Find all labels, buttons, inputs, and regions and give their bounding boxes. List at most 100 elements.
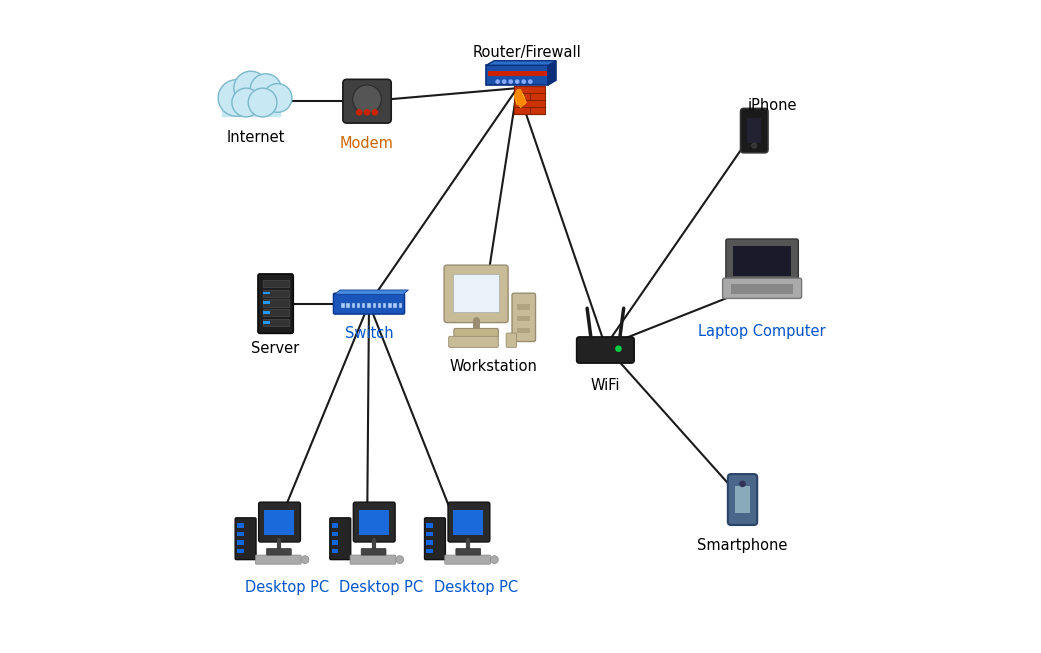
Circle shape xyxy=(490,556,499,564)
Circle shape xyxy=(509,80,512,84)
Circle shape xyxy=(357,110,362,115)
FancyBboxPatch shape xyxy=(266,549,291,555)
Text: Modem: Modem xyxy=(340,136,393,151)
FancyBboxPatch shape xyxy=(388,303,391,308)
Text: WiFi: WiFi xyxy=(590,378,620,392)
Text: Desktop PC: Desktop PC xyxy=(245,581,329,595)
Circle shape xyxy=(250,74,281,105)
FancyBboxPatch shape xyxy=(358,510,388,535)
FancyBboxPatch shape xyxy=(341,303,345,308)
FancyBboxPatch shape xyxy=(237,523,244,528)
FancyBboxPatch shape xyxy=(516,304,530,310)
Text: Switch: Switch xyxy=(345,326,393,340)
FancyBboxPatch shape xyxy=(350,555,396,564)
Circle shape xyxy=(503,80,506,84)
Text: Server: Server xyxy=(252,341,300,355)
Circle shape xyxy=(232,88,260,117)
FancyBboxPatch shape xyxy=(722,278,802,298)
Polygon shape xyxy=(335,290,408,295)
Circle shape xyxy=(396,556,404,564)
Circle shape xyxy=(752,143,757,148)
FancyBboxPatch shape xyxy=(347,303,350,308)
FancyBboxPatch shape xyxy=(262,279,288,287)
Polygon shape xyxy=(549,61,556,85)
FancyBboxPatch shape xyxy=(258,502,301,542)
FancyBboxPatch shape xyxy=(255,555,301,564)
FancyBboxPatch shape xyxy=(733,246,791,276)
FancyBboxPatch shape xyxy=(262,289,288,296)
Polygon shape xyxy=(514,89,527,108)
FancyBboxPatch shape xyxy=(237,540,244,545)
FancyBboxPatch shape xyxy=(353,502,396,542)
FancyBboxPatch shape xyxy=(263,510,294,535)
Circle shape xyxy=(515,80,518,84)
FancyBboxPatch shape xyxy=(237,549,244,553)
Text: Desktop PC: Desktop PC xyxy=(339,581,424,595)
FancyBboxPatch shape xyxy=(514,86,545,114)
Text: iPhone: iPhone xyxy=(747,99,797,113)
Circle shape xyxy=(373,110,378,115)
FancyBboxPatch shape xyxy=(263,311,270,313)
FancyBboxPatch shape xyxy=(448,502,490,542)
FancyBboxPatch shape xyxy=(512,293,535,342)
FancyBboxPatch shape xyxy=(367,303,371,308)
Circle shape xyxy=(301,556,309,564)
FancyBboxPatch shape xyxy=(342,79,391,123)
FancyBboxPatch shape xyxy=(263,321,270,323)
Text: Laptop Computer: Laptop Computer xyxy=(699,324,826,338)
Circle shape xyxy=(616,346,621,351)
FancyBboxPatch shape xyxy=(262,309,288,316)
FancyBboxPatch shape xyxy=(399,303,402,308)
FancyBboxPatch shape xyxy=(445,555,490,564)
Circle shape xyxy=(234,71,268,105)
FancyBboxPatch shape xyxy=(361,549,386,555)
Circle shape xyxy=(353,85,381,114)
Text: Workstation: Workstation xyxy=(449,360,537,374)
Circle shape xyxy=(740,481,745,486)
FancyBboxPatch shape xyxy=(731,284,793,294)
FancyBboxPatch shape xyxy=(427,523,433,528)
FancyBboxPatch shape xyxy=(235,518,256,560)
FancyBboxPatch shape xyxy=(453,274,499,312)
FancyBboxPatch shape xyxy=(456,549,481,555)
FancyBboxPatch shape xyxy=(383,303,386,308)
FancyBboxPatch shape xyxy=(263,291,270,294)
Text: Desktop PC: Desktop PC xyxy=(434,581,518,595)
FancyBboxPatch shape xyxy=(506,333,516,347)
FancyBboxPatch shape xyxy=(735,486,750,513)
FancyBboxPatch shape xyxy=(427,540,433,545)
FancyBboxPatch shape xyxy=(378,303,381,308)
FancyBboxPatch shape xyxy=(747,118,761,143)
FancyBboxPatch shape xyxy=(222,97,280,116)
FancyBboxPatch shape xyxy=(237,532,244,536)
FancyBboxPatch shape xyxy=(352,303,355,308)
FancyBboxPatch shape xyxy=(362,303,365,308)
FancyBboxPatch shape xyxy=(258,274,294,333)
FancyBboxPatch shape xyxy=(330,518,351,560)
FancyBboxPatch shape xyxy=(332,549,338,553)
FancyBboxPatch shape xyxy=(425,518,446,560)
FancyBboxPatch shape xyxy=(454,328,499,338)
FancyBboxPatch shape xyxy=(427,549,433,553)
Circle shape xyxy=(248,88,277,117)
FancyBboxPatch shape xyxy=(263,301,270,304)
FancyBboxPatch shape xyxy=(516,328,530,333)
FancyBboxPatch shape xyxy=(332,523,338,528)
Text: Smartphone: Smartphone xyxy=(697,538,788,552)
FancyBboxPatch shape xyxy=(453,510,483,535)
FancyBboxPatch shape xyxy=(486,65,549,85)
FancyBboxPatch shape xyxy=(728,474,757,525)
Circle shape xyxy=(496,80,500,84)
FancyBboxPatch shape xyxy=(332,540,338,545)
Circle shape xyxy=(523,80,526,84)
FancyBboxPatch shape xyxy=(449,336,499,347)
FancyBboxPatch shape xyxy=(393,303,397,308)
FancyBboxPatch shape xyxy=(357,303,360,308)
FancyBboxPatch shape xyxy=(740,108,768,153)
Text: Internet: Internet xyxy=(227,130,285,144)
FancyBboxPatch shape xyxy=(333,293,405,314)
FancyBboxPatch shape xyxy=(487,71,547,76)
Circle shape xyxy=(529,80,532,84)
FancyBboxPatch shape xyxy=(332,532,338,536)
Text: Router/Firewall: Router/Firewall xyxy=(473,45,582,59)
